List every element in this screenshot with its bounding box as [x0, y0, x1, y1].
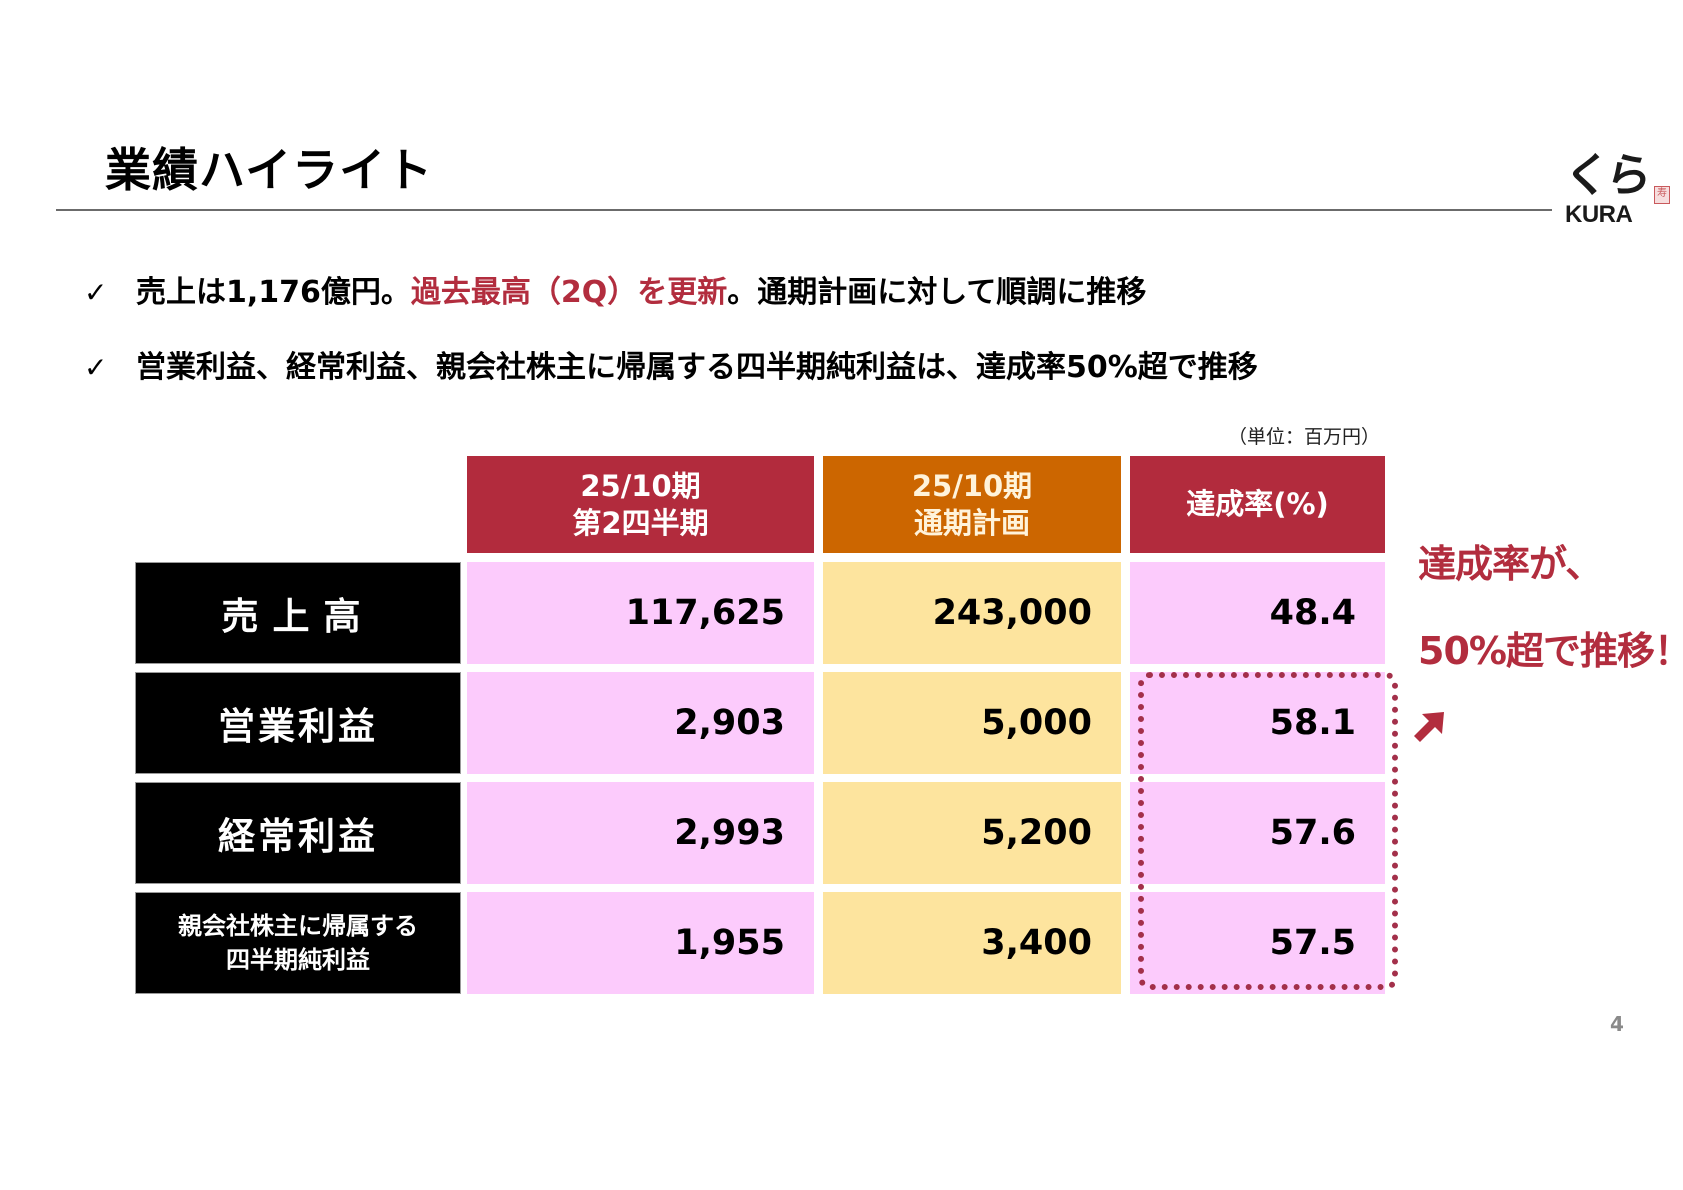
- cell-sales-q2: 117,625: [467, 562, 814, 664]
- cell-ordinary-plan: 5,200: [823, 782, 1121, 884]
- cell-net-plan: 3,400: [823, 892, 1121, 994]
- bullet-sales: ✓ 売上は1,176億円。過去最高（2Q）を更新。通期計画に対して順調に推移: [84, 273, 1146, 313]
- header-q2-text: 25/10期 第2四半期: [572, 468, 709, 540]
- bullet-text: 営業利益、経常利益、親会社株主に帰属する四半期純利益は、達成率50%超で推移: [136, 350, 1258, 385]
- cell-net-q2: 1,955: [467, 892, 814, 994]
- logo-kana: くら: [1561, 148, 1651, 202]
- dotted-highlight-box: [1138, 672, 1398, 990]
- checkmark-icon: ✓: [84, 276, 108, 309]
- bullet-profits: ✓ 営業利益、経常利益、親会社株主に帰属する四半期純利益は、達成率50%超で推移: [84, 348, 1258, 388]
- callout-line-1: 達成率が、: [1418, 542, 1603, 586]
- cell-sales-rate: 48.4: [1130, 562, 1385, 664]
- logo-stamp-icon: 寿: [1654, 186, 1670, 204]
- unit-label: （単位：百万円）: [1228, 426, 1381, 448]
- page-number: 4: [1610, 1012, 1624, 1036]
- row-label-sales: 売上高: [135, 562, 461, 664]
- logo-wordmark: KURA: [1565, 201, 1633, 228]
- callout-line-2: 50%超で推移！: [1418, 629, 1683, 673]
- cell-operating-q2: 2,903: [467, 672, 814, 774]
- cell-ordinary-rate: 57.6: [1130, 782, 1385, 884]
- cell-operating-rate: 58.1: [1130, 672, 1385, 774]
- slide-title: 業績ハイライト: [105, 143, 434, 197]
- header-q2: 25/10期 第2四半期: [467, 456, 814, 553]
- header-rate-text: 達成率(%): [1186, 487, 1329, 521]
- arrow-up-right-icon: [1414, 712, 1444, 742]
- bullet-text: 売上は1,176億円。: [136, 275, 411, 310]
- title-divider: [56, 209, 1552, 211]
- header-plan-text: 25/10期 通期計画: [911, 468, 1033, 540]
- header-plan: 25/10期 通期計画: [823, 456, 1121, 553]
- row-label-net-income: 親会社株主に帰属する 四半期純利益: [135, 892, 461, 994]
- bullet-text-tail: 。通期計画に対して順調に推移: [727, 275, 1147, 310]
- header-rate: 達成率(%): [1130, 456, 1385, 553]
- row-label-operating-profit: 営業利益: [135, 672, 461, 774]
- cell-sales-plan: 243,000: [823, 562, 1121, 664]
- cell-operating-plan: 5,000: [823, 672, 1121, 774]
- cell-net-rate: 57.5: [1130, 892, 1385, 994]
- kura-logo: くら 寿 KURA: [1561, 148, 1672, 230]
- checkmark-icon: ✓: [84, 351, 108, 384]
- bullet-highlight: 過去最高（2Q）を更新: [410, 275, 728, 310]
- cell-ordinary-q2: 2,993: [467, 782, 814, 884]
- row-label-ordinary-profit: 経常利益: [135, 782, 461, 884]
